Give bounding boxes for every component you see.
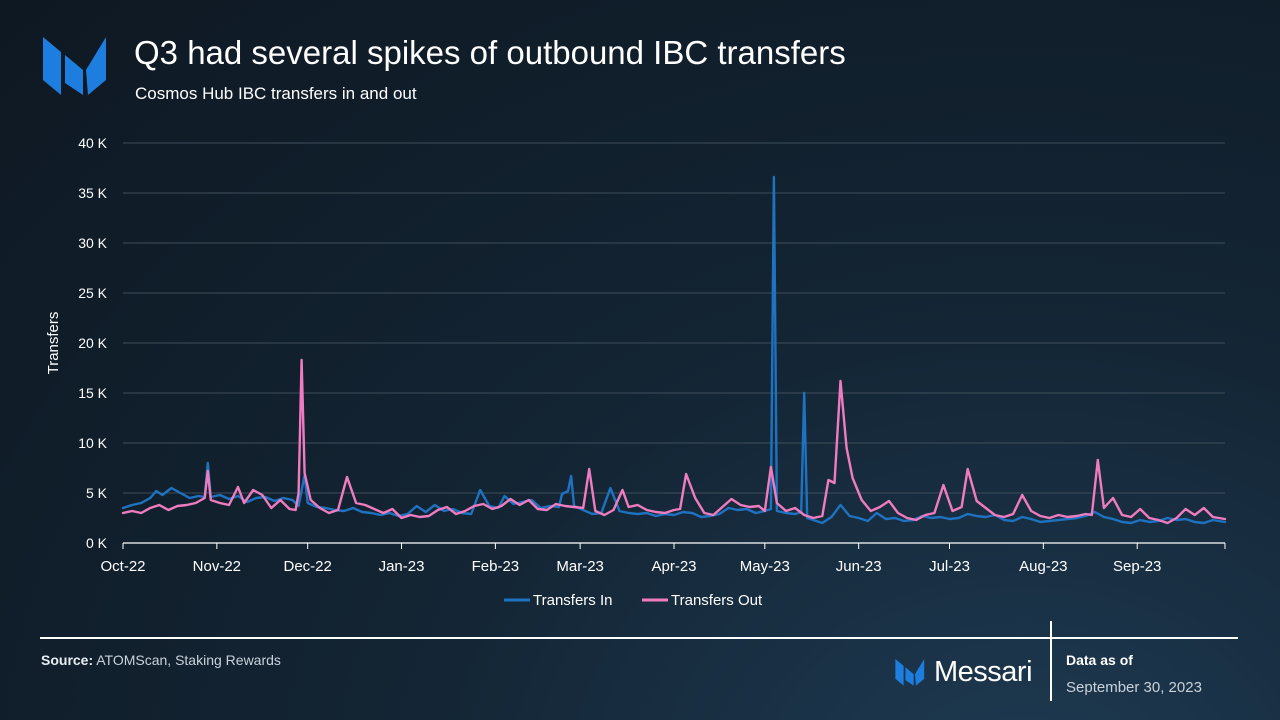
data-as-of-label: Data as of: [1066, 652, 1133, 668]
messari-brand-icon: [895, 658, 925, 686]
y-axis-label: Transfers: [45, 312, 62, 375]
y-tick-label: 5 K: [86, 485, 108, 501]
x-tick-label: Jun-23: [836, 558, 882, 575]
source-note: Source: ATOMScan, Staking Rewards: [41, 652, 281, 668]
chart-title: Q3 had several spikes of outbound IBC tr…: [134, 34, 846, 71]
x-tick-label: Jan-23: [379, 558, 425, 575]
messari-brand: Messari: [894, 656, 1033, 689]
y-tick-label: 20 K: [78, 335, 107, 351]
y-tick-label: 40 K: [78, 135, 107, 151]
x-tick-label: Sep-23: [1113, 558, 1161, 575]
x-tick-label: Feb-23: [472, 558, 520, 575]
x-tick-label: Jul-23: [929, 558, 970, 575]
series-line-transfers-in: [121, 175, 1227, 525]
x-tick-label: May-23: [740, 558, 790, 575]
footer-vertical-divider: [1050, 621, 1052, 701]
y-tick-label: 0 K: [86, 535, 108, 551]
brand-name: Messari: [934, 656, 1033, 688]
footer-divider: [40, 637, 1238, 639]
y-tick-label: 25 K: [78, 285, 107, 301]
x-tick-label: Nov-22: [193, 558, 241, 575]
data-as-of-date: September 30, 2023: [1066, 679, 1202, 696]
x-tick-label: Dec-22: [283, 558, 331, 575]
y-tick-label: 15 K: [78, 385, 107, 401]
axes: 0 K 5 K 10 K 15 K 20 K 25 K 30 K 35 K 40 K Oct-22…: [45, 135, 1226, 575]
gridlines: [123, 142, 1225, 494]
messari-logo-icon: [43, 37, 106, 95]
x-tick-label: Apr-23: [651, 558, 696, 575]
y-tick-label: 10 K: [78, 435, 107, 451]
x-tick-label: Oct-22: [100, 558, 145, 575]
source-label: Source:: [41, 652, 94, 668]
legend: Transfers In Transfers Out: [504, 592, 763, 609]
y-tick-label: 35 K: [78, 185, 107, 201]
x-tick-label: Mar-23: [556, 558, 604, 575]
series-line-transfers-out: [121, 358, 1227, 525]
legend-label: Transfers In: [533, 592, 612, 609]
source-text: ATOMScan, Staking Rewards: [93, 652, 281, 668]
legend-label: Transfers Out: [671, 592, 763, 609]
y-tick-label: 30 K: [78, 235, 107, 251]
chart-subtitle: Cosmos Hub IBC transfers in and out: [135, 84, 417, 103]
x-tick-label: Aug-23: [1019, 558, 1067, 575]
series: [121, 175, 1227, 525]
